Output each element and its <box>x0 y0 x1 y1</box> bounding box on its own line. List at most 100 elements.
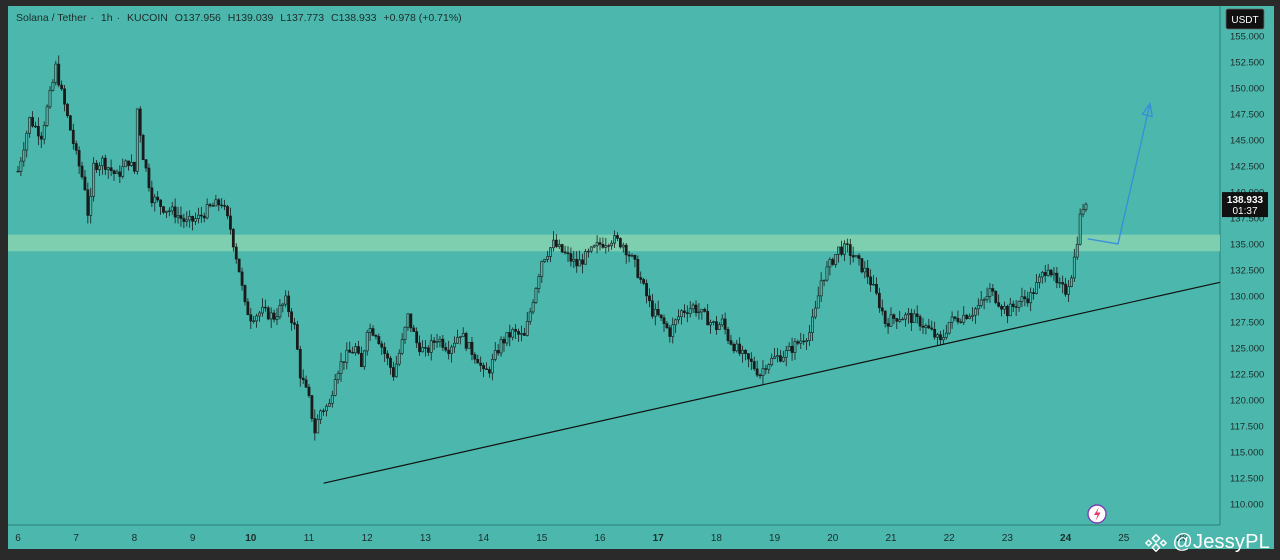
candle <box>57 55 61 88</box>
candle <box>322 408 325 416</box>
candle <box>1003 301 1006 314</box>
candle <box>645 279 648 304</box>
candle <box>1046 264 1050 277</box>
price-axis[interactable] <box>1220 6 1274 525</box>
candle <box>802 334 806 345</box>
candle <box>927 318 931 329</box>
time-axis[interactable] <box>8 525 1274 549</box>
candle <box>31 111 34 128</box>
candle <box>345 342 349 370</box>
projection-arrow-icon <box>1141 101 1154 118</box>
candle <box>1014 299 1018 316</box>
candle <box>589 246 593 254</box>
candle <box>1072 248 1076 282</box>
candle <box>429 334 433 361</box>
time-tick-label: 8 <box>132 533 138 544</box>
candle <box>650 293 654 319</box>
candle <box>991 284 995 297</box>
candle <box>485 362 488 370</box>
candle <box>409 313 413 333</box>
candle <box>537 273 541 294</box>
candle <box>249 307 253 330</box>
candle <box>717 322 721 331</box>
symbol-legend[interactable]: Solana / Tether · 1h · KUCOIN O137.956 H13… <box>16 12 462 24</box>
candle <box>284 290 288 308</box>
candle <box>490 353 494 381</box>
candle <box>665 320 669 330</box>
candle <box>450 344 453 363</box>
candle <box>400 333 404 356</box>
candle <box>947 321 951 335</box>
candle <box>354 343 357 356</box>
candle <box>316 414 320 434</box>
candle <box>773 347 777 360</box>
candle <box>726 326 730 345</box>
candle <box>744 349 747 361</box>
candle <box>1029 287 1033 312</box>
candle <box>444 342 448 353</box>
candle <box>988 283 992 303</box>
binance-logo-icon <box>1144 533 1167 552</box>
candle <box>473 352 477 364</box>
candle <box>712 320 715 326</box>
candle <box>976 298 980 316</box>
candle <box>668 324 672 343</box>
projection-path[interactable] <box>1087 103 1151 245</box>
candle <box>176 206 180 224</box>
candle <box>540 260 544 283</box>
candle <box>950 311 954 329</box>
candle <box>133 161 136 174</box>
currency-badge[interactable]: USDT <box>1225 8 1265 30</box>
candle <box>426 345 430 357</box>
candle <box>295 320 299 351</box>
candle <box>1075 236 1079 260</box>
candle <box>185 211 189 227</box>
candle <box>39 131 43 149</box>
candle <box>467 341 471 349</box>
candle <box>697 303 701 320</box>
candle <box>581 253 584 274</box>
time-tick-label: 22 <box>944 533 956 544</box>
candle <box>872 275 875 286</box>
price-tick-label: 135.000 <box>1230 240 1264 251</box>
candle <box>269 307 273 328</box>
candle <box>525 312 529 337</box>
candle <box>339 352 343 382</box>
ascending-trendline[interactable] <box>323 281 1221 484</box>
candle <box>869 269 873 292</box>
candle <box>883 310 887 328</box>
watermark-handle: @JessyPL <box>1172 531 1270 553</box>
candle <box>336 370 340 384</box>
candle <box>569 247 573 267</box>
candle <box>677 309 680 324</box>
candle <box>877 287 881 313</box>
candle <box>391 361 395 381</box>
candle <box>240 267 244 291</box>
candle <box>502 336 506 352</box>
ohlc-high: H139.039 <box>227 12 274 24</box>
time-tick-label: 16 <box>594 533 606 544</box>
candle <box>170 201 174 215</box>
candle <box>723 312 727 335</box>
time-tick-label: 11 <box>304 533 315 544</box>
candle <box>566 246 570 262</box>
alert-lightning-icon[interactable] <box>1087 504 1107 524</box>
candle <box>229 207 232 235</box>
candle <box>208 203 212 208</box>
candle <box>747 353 750 368</box>
candle <box>816 286 820 309</box>
candle <box>278 299 282 320</box>
candle <box>965 313 969 320</box>
candle <box>764 364 768 375</box>
candle <box>866 259 870 284</box>
candle <box>787 342 791 352</box>
candle <box>1000 304 1003 317</box>
candle <box>458 336 462 345</box>
price-tick-label: 112.500 <box>1230 474 1264 485</box>
candle <box>796 339 800 346</box>
candle <box>924 323 928 335</box>
candle <box>554 234 558 248</box>
candle <box>749 352 753 371</box>
candle <box>709 319 712 334</box>
